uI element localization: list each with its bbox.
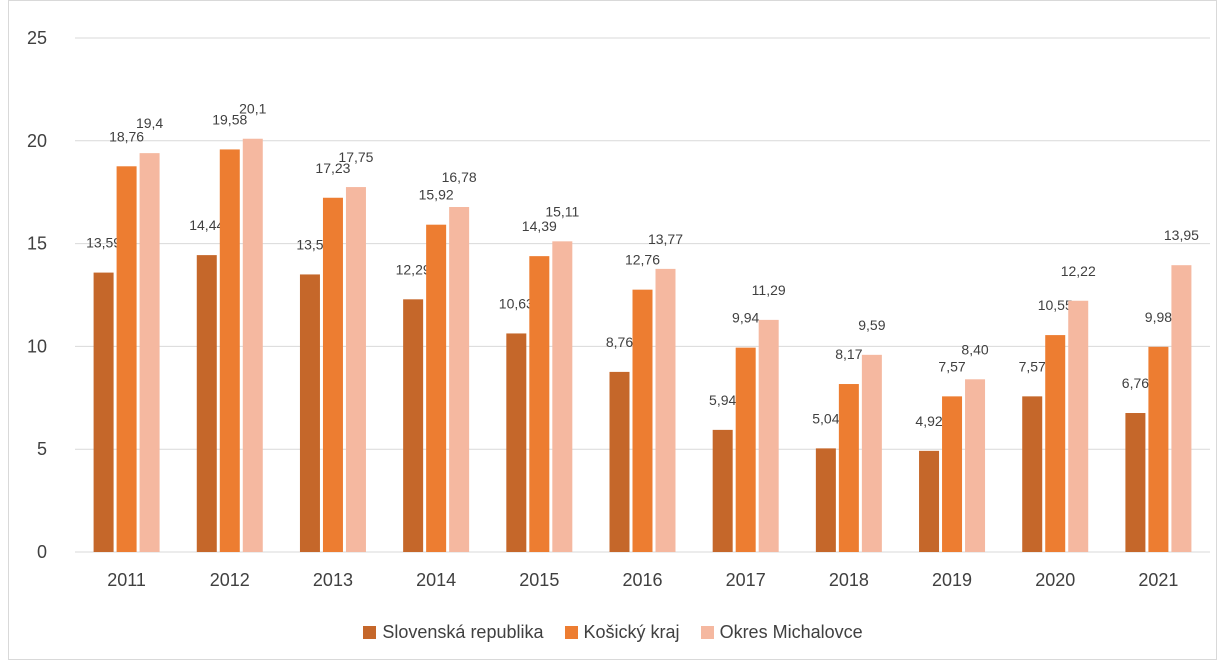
data-label: 15,92 [419, 187, 454, 203]
data-label: 6,76 [1122, 375, 1149, 391]
bar [116, 166, 137, 552]
data-label: 9,59 [858, 317, 885, 333]
data-label: 13,77 [648, 231, 683, 247]
legend-label: Okres Michalovce [719, 622, 863, 642]
x-tick-label: 2013 [313, 570, 353, 590]
bar [861, 354, 882, 552]
data-label: 8,17 [835, 346, 862, 362]
data-label: 4,92 [915, 413, 942, 429]
data-label: 19,4 [136, 115, 163, 131]
legend-swatch-slovenska-republika [363, 626, 377, 639]
bar [838, 384, 859, 552]
legend-item-slovenska-republika: Slovenská republika [363, 622, 544, 643]
data-label: 8,40 [961, 341, 988, 357]
data-label: 14,44 [189, 217, 224, 233]
data-label: 5,04 [812, 410, 839, 426]
data-label: 12,29 [396, 261, 431, 277]
bar [942, 396, 963, 552]
data-label: 13,5 [296, 236, 323, 252]
x-tick-label: 2014 [416, 570, 456, 590]
bar [449, 207, 470, 552]
bar [1068, 300, 1089, 552]
x-tick-label: 2020 [1035, 570, 1075, 590]
legend-swatch-okres-michalovce [700, 626, 714, 639]
legend-item-kosicky-kraj: Košický kraj [564, 622, 680, 643]
bar [506, 333, 527, 552]
bar [1045, 335, 1066, 552]
bar [1148, 346, 1169, 552]
bar [552, 241, 573, 553]
data-label: 9,98 [1145, 309, 1172, 325]
x-tick-label: 2021 [1138, 570, 1178, 590]
x-tick-label: 2018 [829, 570, 869, 590]
y-tick-label: 10 [27, 336, 47, 356]
data-label: 17,75 [338, 149, 373, 165]
legend-item-okres-michalovce: Okres Michalovce [700, 622, 863, 643]
bar [322, 197, 343, 552]
x-tick-label: 2015 [519, 570, 559, 590]
y-tick-label: 20 [27, 131, 47, 151]
bar [1125, 413, 1146, 552]
x-tick-label: 2016 [622, 570, 662, 590]
x-tick-label: 2012 [210, 570, 250, 590]
data-label: 12,22 [1061, 263, 1096, 279]
data-label: 16,78 [442, 169, 477, 185]
bar [299, 274, 320, 552]
legend: Slovenská republika Košický kraj Okres M… [0, 622, 1226, 643]
bar [632, 289, 653, 552]
bar [758, 319, 779, 552]
bar [426, 224, 447, 552]
data-label: 14,39 [522, 218, 557, 234]
bar [965, 379, 986, 552]
data-label: 13,95 [1164, 227, 1199, 243]
legend-swatch-kosicky-kraj [564, 626, 578, 639]
bar [403, 299, 424, 552]
bar [609, 371, 630, 552]
data-label: 9,94 [732, 310, 759, 326]
data-label: 10,55 [1038, 297, 1073, 313]
data-label: 15,11 [545, 203, 579, 219]
legend-label: Slovenská republika [382, 622, 544, 642]
x-tick-label: 2017 [726, 570, 766, 590]
data-label: 11,29 [752, 282, 786, 298]
bar [529, 256, 550, 552]
data-label: 18,76 [109, 128, 144, 144]
data-label: 17,23 [315, 160, 350, 176]
bar [242, 138, 263, 552]
bar [1171, 265, 1192, 552]
bar [655, 268, 676, 552]
x-tick-label: 2011 [107, 570, 146, 590]
bar [196, 255, 217, 553]
y-tick-label: 25 [27, 28, 47, 48]
bar [815, 448, 836, 552]
bar [345, 187, 366, 552]
data-label: 10,63 [499, 295, 534, 311]
bar [219, 149, 240, 553]
bar [1022, 396, 1043, 552]
bar [93, 272, 114, 552]
data-label: 12,76 [625, 252, 660, 268]
data-label: 19,58 [212, 111, 247, 127]
data-label: 5,94 [709, 392, 736, 408]
y-tick-label: 0 [37, 542, 47, 562]
data-label: 20,1 [239, 101, 266, 117]
bar [919, 450, 940, 552]
data-label: 13,59 [86, 235, 121, 251]
data-label: 7,57 [1019, 358, 1046, 374]
y-tick-label: 15 [27, 234, 47, 254]
data-label: 7,57 [938, 358, 965, 374]
legend-label: Košický kraj [583, 622, 680, 642]
y-tick-label: 5 [37, 439, 47, 459]
bar [139, 153, 160, 553]
x-tick-label: 2019 [932, 570, 972, 590]
data-label: 8,76 [606, 334, 633, 350]
bar [712, 429, 733, 552]
bar [735, 347, 756, 552]
